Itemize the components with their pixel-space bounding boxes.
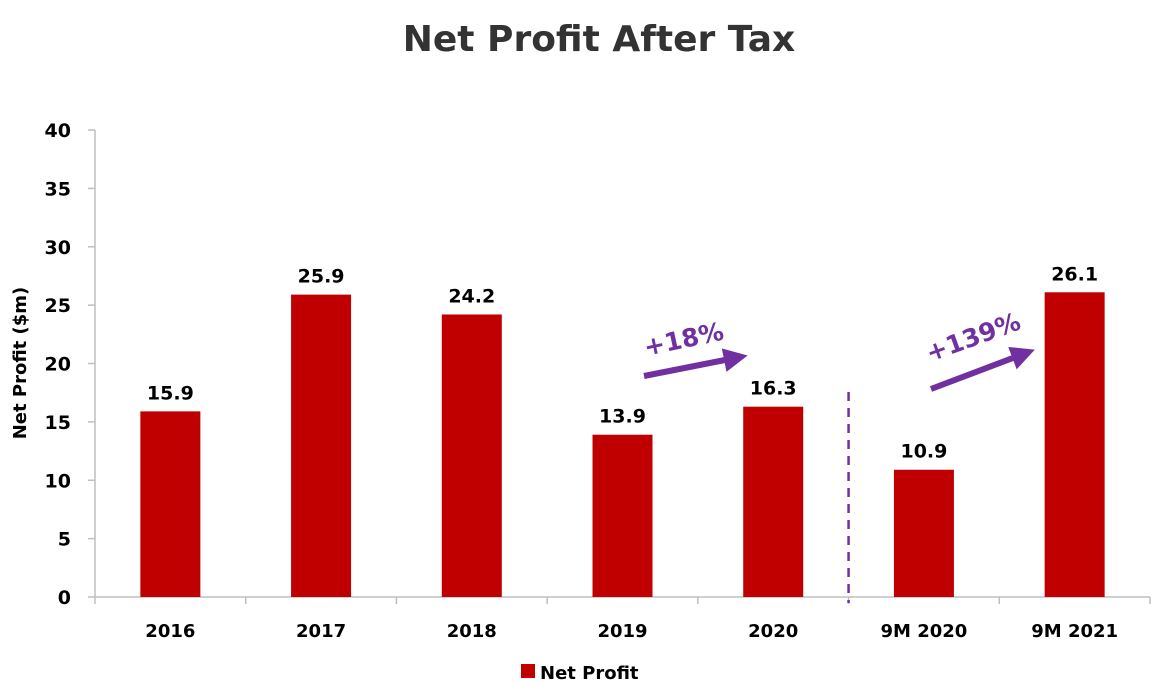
y-tick-label: 40 xyxy=(45,120,71,142)
data-label-2016: 15.9 xyxy=(147,382,194,404)
legend: Net Profit xyxy=(521,663,639,684)
growth-arrow-139 xyxy=(929,346,1035,392)
data-label-2018: 24.2 xyxy=(448,285,495,307)
x-tick-labels: 2016 2017 2018 2019 2020 9M 2020 9M 2021 xyxy=(145,621,1118,642)
x-tick-label-2016: 2016 xyxy=(145,621,195,642)
y-tick-label: 10 xyxy=(45,470,71,492)
y-axis-label: Net Profit ($m) xyxy=(10,287,31,440)
y-tick-label: 35 xyxy=(45,178,71,200)
y-tick-label: 30 xyxy=(45,237,71,259)
bars xyxy=(140,292,1105,597)
bar-2017 xyxy=(291,294,352,597)
data-label-9m-2021: 26.1 xyxy=(1051,263,1098,285)
bar-9m-2021 xyxy=(1044,292,1105,597)
data-label-9m-2020: 10.9 xyxy=(900,441,947,463)
y-tick-label: 0 xyxy=(58,587,71,609)
data-label-2019: 13.9 xyxy=(599,406,646,428)
growth-label-18: +18% xyxy=(641,317,726,362)
y-tick-label: 25 xyxy=(45,295,71,317)
bar-2018 xyxy=(441,314,502,597)
x-tick-label-2018: 2018 xyxy=(447,621,497,642)
data-label-2017: 25.9 xyxy=(298,266,345,288)
x-tick-label-9m-2020: 9M 2020 xyxy=(881,621,968,642)
x-tick-label-9m-2021: 9M 2021 xyxy=(1031,621,1118,642)
x-axis xyxy=(94,596,1151,604)
y-axis: 0 5 10 15 20 25 30 35 40 xyxy=(45,120,96,609)
x-tick-label-2017: 2017 xyxy=(296,621,346,642)
x-tick-label-2019: 2019 xyxy=(597,621,647,642)
chart-title: Net Profit After Tax xyxy=(403,19,795,60)
legend-swatch-net-profit xyxy=(521,664,535,678)
bar-9m-2020 xyxy=(893,469,954,597)
bar-2019 xyxy=(592,434,653,597)
legend-label-net-profit: Net Profit xyxy=(540,663,639,684)
annotations: +18% +139% xyxy=(641,307,1035,603)
y-tick-label: 20 xyxy=(45,354,71,376)
bar-2016 xyxy=(140,411,201,597)
y-tick-label: 5 xyxy=(58,529,71,551)
growth-arrow-18 xyxy=(643,348,748,379)
bar-2020 xyxy=(743,406,804,597)
data-label-2020: 16.3 xyxy=(750,378,797,400)
y-tick-label: 15 xyxy=(45,412,71,434)
x-tick-label-2020: 2020 xyxy=(748,621,798,642)
data-labels: 15.9 25.9 24.2 13.9 16.3 10.9 26.1 xyxy=(147,263,1098,462)
